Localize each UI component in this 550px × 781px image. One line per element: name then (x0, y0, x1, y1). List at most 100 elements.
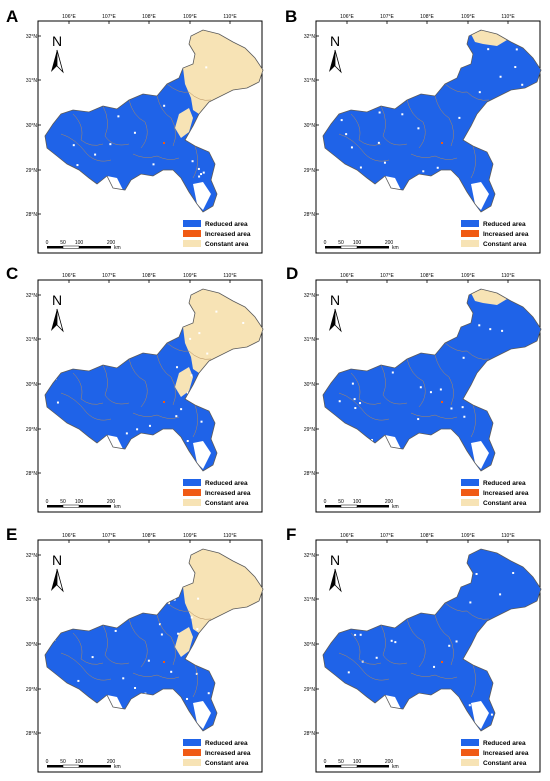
no-data-speck (200, 173, 203, 176)
district-boundary (434, 95, 454, 147)
lat-tick-label: 29°N (26, 427, 38, 433)
lat-tick-label: 30°N (26, 642, 38, 648)
lon-tick-label: 107°E (380, 273, 394, 279)
lat-tick-label: 32°N (304, 553, 316, 559)
district-boundary (156, 354, 176, 406)
district-boundary (192, 404, 198, 438)
no-data-speck (499, 75, 502, 78)
constant-area-region (175, 627, 193, 657)
no-data-speck (417, 127, 420, 130)
district-boundary (350, 632, 382, 665)
legend-swatch (183, 499, 201, 506)
no-data-speck (173, 598, 176, 601)
lat-tick-label: 30°N (304, 642, 316, 648)
map-panel-e: 106°E 107°E 108°E 109°E 110°E 32°N 31°N 30°N 29°… (26, 533, 264, 773)
north-label: N (330, 552, 340, 568)
no-data-speck (461, 406, 464, 409)
increased-area-speck (441, 401, 443, 403)
north-arrow-icon: N (51, 33, 64, 74)
legend-swatch (183, 759, 201, 766)
no-data-speck (72, 144, 75, 147)
no-data-speck (196, 628, 199, 631)
no-data-speck (515, 48, 518, 51)
no-data-speck (152, 163, 155, 166)
north-arrow-left-half (329, 50, 335, 72)
legend-swatch (461, 499, 479, 506)
no-data-speck (436, 166, 439, 169)
district-boundary (156, 95, 176, 147)
no-data-speck (475, 572, 478, 575)
legend-label: Increased area (205, 750, 251, 757)
scale-label: 0 (324, 759, 327, 765)
map-panel-a: 106°E 107°E 108°E 109°E 110°E 32°N 31°N 30°N 29°… (26, 14, 264, 254)
lon-tick-label: 107°E (380, 533, 394, 539)
no-data-speck (390, 639, 393, 642)
district-boundary (338, 392, 390, 421)
legend-swatch (461, 220, 479, 227)
panel-label-F: F (286, 525, 297, 544)
no-data-speck (194, 446, 197, 449)
lon-tick-label: 106°E (62, 533, 76, 539)
north-arrow-right-half (56, 568, 64, 593)
district-boundary (444, 602, 490, 620)
lat-tick-label: 29°N (26, 687, 38, 693)
legend-swatch (461, 240, 479, 247)
lon-tick-label: 109°E (461, 14, 475, 20)
no-data-speck (114, 629, 117, 632)
legend-label: Constant area (483, 241, 527, 248)
lon-tick-label: 109°E (183, 533, 197, 539)
no-data-hole (193, 441, 211, 469)
scale-label: 0 (324, 240, 327, 246)
district-boundary (166, 342, 212, 360)
constant-area-region (175, 367, 193, 397)
district-boundary (166, 602, 212, 620)
district-boundary (350, 113, 382, 146)
lon-tick-label: 107°E (102, 14, 116, 20)
increased-area-speck (441, 142, 443, 144)
no-data-speck (197, 597, 200, 600)
scale-label: 100 (75, 240, 84, 246)
map-legend: Reduced area Increased area Constant area (461, 479, 529, 507)
no-data-speck (448, 644, 451, 647)
no-data-speck (359, 633, 362, 636)
legend-swatch (183, 749, 201, 756)
no-data-speck (490, 713, 493, 716)
scale-segment (340, 245, 358, 249)
lon-tick-label: 106°E (340, 273, 354, 279)
no-data-speck (350, 146, 353, 149)
no-data-speck (191, 160, 194, 163)
lon-tick-label: 108°E (142, 533, 156, 539)
scale-segment (340, 764, 358, 768)
district-boundary (380, 364, 408, 405)
no-data-speck (487, 48, 490, 51)
no-data-speck (207, 692, 210, 695)
no-data-speck (111, 436, 114, 439)
constant-area-region (471, 289, 507, 305)
no-data-speck (242, 321, 245, 324)
scale-label: 100 (75, 759, 84, 765)
north-arrow-icon: N (51, 552, 64, 593)
district-boundary (470, 404, 476, 438)
no-data-speck (200, 420, 203, 423)
constant-area-region (183, 289, 263, 373)
north-arrow-right-half (56, 49, 64, 74)
no-data-speck (190, 616, 193, 619)
district-boundary (72, 632, 104, 665)
no-data-speck (175, 415, 178, 418)
scale-label: 200 (107, 240, 116, 246)
scale-segment (79, 765, 111, 768)
district-boundary (444, 83, 490, 101)
scale-label: 200 (107, 759, 116, 765)
scale-label: 200 (385, 240, 394, 246)
scale-segment (340, 504, 358, 508)
lat-tick-label: 32°N (304, 293, 316, 299)
lat-tick-label: 31°N (26, 78, 38, 84)
district-boundary (434, 354, 454, 406)
lon-tick-label: 110°E (501, 273, 515, 279)
no-data-speck (340, 119, 343, 122)
legend-label: Increased area (483, 490, 529, 497)
no-data-speck (462, 356, 465, 359)
lon-tick-label: 109°E (183, 14, 197, 20)
north-arrow-right-half (334, 568, 342, 593)
lat-tick-label: 28°N (26, 471, 38, 477)
